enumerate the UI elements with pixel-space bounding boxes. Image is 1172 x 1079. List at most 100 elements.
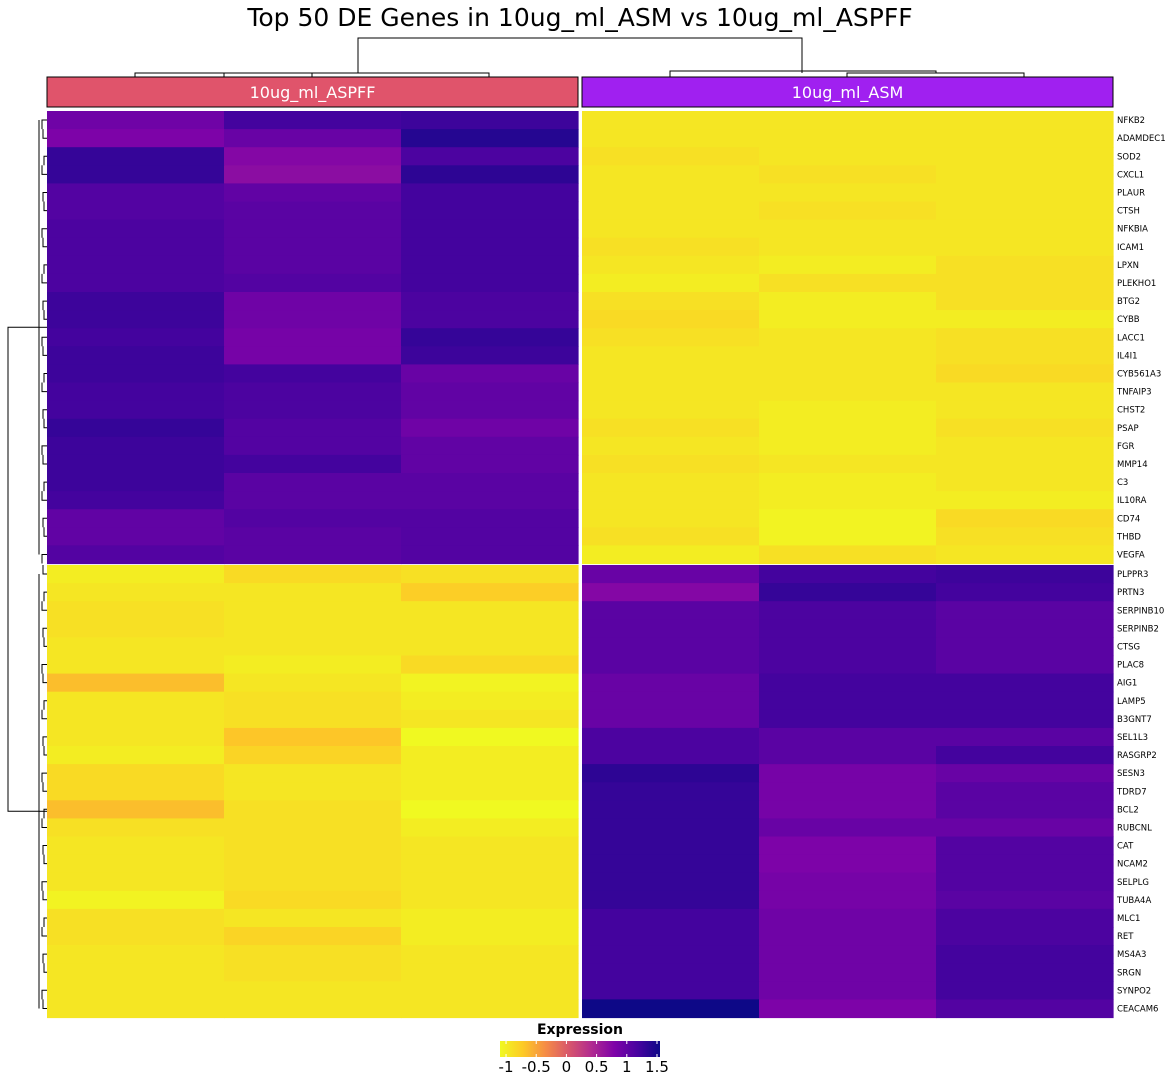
heatmap-cell <box>936 165 1114 184</box>
heatmap-cell <box>47 473 225 492</box>
gene-label: CAT <box>1117 842 1134 852</box>
dendrogram-branch <box>42 517 47 528</box>
legend-tick-label: 1.5 <box>645 1058 669 1076</box>
heatmap-cell <box>224 292 402 311</box>
gene-label: CEACAM6 <box>1117 1004 1158 1014</box>
dendrogram-branch <box>43 700 47 710</box>
heatmap-cell <box>759 165 937 184</box>
dendrogram-branch <box>42 782 47 792</box>
dendrogram-branch <box>43 264 47 274</box>
heatmap-cell <box>582 746 760 765</box>
heatmap-cell <box>224 927 402 946</box>
heatmap-cell <box>47 908 225 928</box>
heatmap-cell <box>47 147 225 166</box>
heatmap-cell <box>759 310 937 329</box>
gene-label: RET <box>1117 932 1134 942</box>
heatmap-cell <box>759 454 937 474</box>
heatmap-cell <box>224 637 402 657</box>
gene-label: CHST2 <box>1117 406 1145 416</box>
heatmap-cell <box>936 346 1114 365</box>
gene-label: THBD <box>1116 532 1141 542</box>
heatmap-cell <box>936 927 1114 946</box>
heatmap-cell <box>47 491 225 510</box>
heatmap-cell <box>401 999 579 1019</box>
heatmap-cell <box>936 746 1114 765</box>
dendrogram-branch <box>41 772 47 783</box>
heatmap-cell <box>401 746 579 765</box>
heatmap-cell <box>224 111 402 130</box>
heatmap-cell <box>759 509 937 528</box>
heatmap-cell <box>582 255 760 275</box>
gene-label: SRGN <box>1117 968 1141 978</box>
heatmap-cell <box>759 908 937 928</box>
heatmap-cell <box>759 183 937 203</box>
gene-label: FGR <box>1117 442 1134 452</box>
heatmap-cell <box>47 872 225 892</box>
dendrogram-branch <box>41 228 47 238</box>
heatmap-cell <box>47 727 225 747</box>
heatmap-cell <box>224 201 402 221</box>
heatmap-cell <box>759 382 937 402</box>
dendrogram-branch <box>41 601 47 611</box>
gene-label: MLC1 <box>1117 914 1140 924</box>
heatmap-cell <box>224 890 402 910</box>
heatmap-cell <box>582 565 760 584</box>
heatmap-cell <box>47 111 225 130</box>
heatmap-cell <box>936 782 1114 801</box>
heatmap-cell <box>224 310 402 329</box>
heatmap-cell <box>401 727 579 747</box>
gene-label: IL10RA <box>1117 496 1147 506</box>
heatmap-cell <box>401 836 579 856</box>
dendrogram-branch <box>41 382 47 393</box>
legend-tick-label: 0 <box>562 1058 572 1076</box>
heatmap-cell <box>582 818 760 838</box>
heatmap-cell <box>582 927 760 946</box>
heatmap-cell <box>936 963 1114 982</box>
heatmap-cell <box>47 836 225 856</box>
heatmap-cell <box>401 872 579 892</box>
dendrogram-branch <box>41 165 47 175</box>
heatmap-cell <box>582 201 760 221</box>
heatmap-cell <box>224 655 402 675</box>
gene-label: CXCL1 <box>1117 170 1144 180</box>
heatmap-cell <box>47 364 225 384</box>
heatmap-cell <box>759 111 937 130</box>
heatmap-cell <box>936 273 1114 293</box>
heatmap-cell <box>582 890 760 910</box>
heatmap-cell <box>759 872 937 892</box>
heatmap-cell <box>936 800 1114 819</box>
heatmap-cell <box>224 237 402 257</box>
legend-tick-label: -1 <box>499 1058 514 1076</box>
heatmap-cell <box>936 890 1114 910</box>
heatmap-cell <box>582 237 760 257</box>
heatmap-cell <box>47 183 225 203</box>
heatmap-cell <box>47 129 225 148</box>
column-dendrogram <box>134 37 1025 77</box>
heatmap-cell <box>224 872 402 892</box>
heatmap-cell <box>224 601 402 620</box>
heatmap-cell <box>759 619 937 638</box>
dendrogram-branch <box>42 237 47 248</box>
heatmap-cell <box>224 400 402 420</box>
gene-label: CYBB <box>1117 315 1140 325</box>
dendrogram-branch <box>42 409 47 419</box>
heatmap-cell <box>759 473 937 492</box>
heatmap-cell <box>401 890 579 910</box>
heatmap-cell <box>224 219 402 239</box>
dendrogram-branch <box>41 119 47 130</box>
heatmap-cell <box>936 292 1114 311</box>
heatmap-cell <box>759 436 937 456</box>
gene-labels: NFKB2 ADAMDEC1 SOD2 CXCL1 PLAUR CTSH NFKBIA ICA… <box>1116 116 1166 1014</box>
heatmap-cell <box>759 854 937 874</box>
heatmap-cell <box>224 255 402 275</box>
heatmap-cell <box>401 945 579 964</box>
heatmap-cell <box>582 273 760 293</box>
heatmap-cell <box>47 854 225 874</box>
heatmap-cell <box>936 655 1114 675</box>
heatmap-cell <box>936 491 1114 510</box>
heatmap-cell <box>224 782 402 801</box>
heatmap-cell <box>759 999 937 1019</box>
heatmap-cell <box>224 565 402 584</box>
heatmap-cell <box>582 473 760 492</box>
heatmap-cell <box>936 255 1114 275</box>
